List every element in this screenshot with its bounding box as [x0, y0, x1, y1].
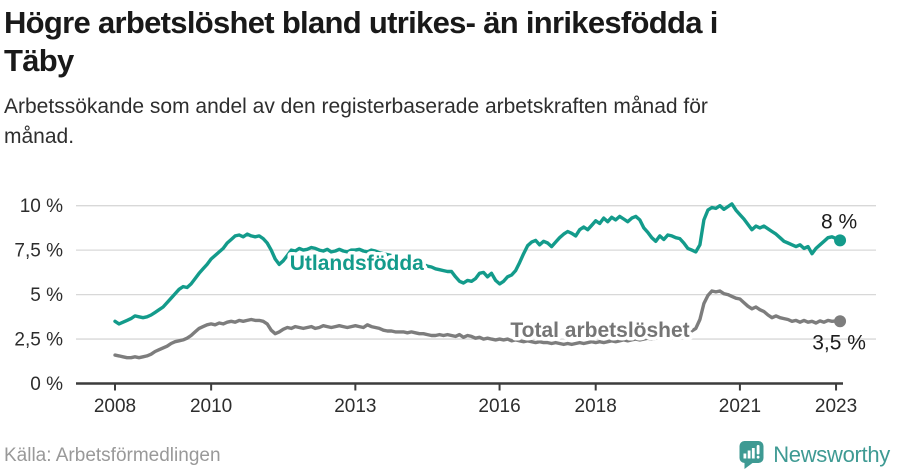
- x-tick-label: 2023: [815, 396, 857, 417]
- y-tick-label: 10 %: [20, 196, 63, 217]
- x-tick-label: 2018: [575, 396, 617, 417]
- x-tick-label: 2016: [478, 396, 520, 417]
- y-tick-label: 2,5 %: [14, 330, 63, 351]
- subtitle-line-1: Arbetssökande som andel av den registerb…: [4, 95, 708, 118]
- series-inline-label: Utlandsfödda: [290, 252, 424, 275]
- title-line-1: Högre arbetslöshet bland utrikes- än inr…: [4, 5, 718, 40]
- y-tick-label: 5 %: [30, 285, 63, 306]
- newsworthy-logo-icon: [739, 441, 764, 469]
- brand-name: Newsworthy: [773, 442, 890, 467]
- title-line-2: Täby: [4, 43, 74, 78]
- x-tick-label: 2021: [719, 396, 761, 417]
- series-end-value-label: 8 %: [821, 210, 857, 233]
- series-end-value-label: 3,5 %: [812, 331, 866, 354]
- x-tick-label: 2008: [94, 396, 136, 417]
- x-tick-label: 2013: [334, 396, 376, 417]
- source-note: Källa: Arbetsförmedlingen: [4, 445, 221, 466]
- series-line: [113, 202, 842, 326]
- chart-subtitle: Arbetssökande som andel av den registerb…: [4, 92, 864, 152]
- x-tick-label: 2010: [190, 396, 232, 417]
- series-end-dot: [834, 234, 847, 247]
- page-title: Högre arbetslöshet bland utrikes- än inr…: [4, 4, 884, 80]
- newsworthy-brand: Newsworthy: [738, 440, 890, 470]
- y-tick-label: 0 %: [30, 374, 63, 395]
- series-inline-label: Total arbetslöshet: [510, 319, 689, 342]
- y-tick-label: 7,5 %: [14, 241, 63, 262]
- subtitle-line-2: månad.: [4, 125, 75, 148]
- series-end-dot: [834, 315, 847, 328]
- series-line: [113, 289, 842, 360]
